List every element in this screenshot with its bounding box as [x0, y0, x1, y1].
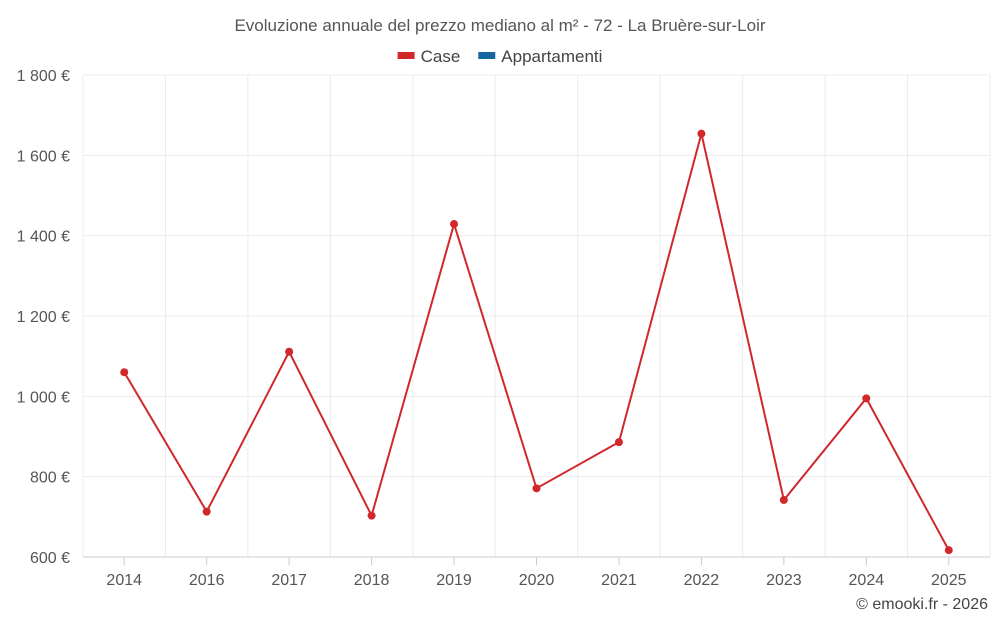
y-tick-label: 1 600 €	[17, 148, 70, 165]
series-group	[120, 129, 953, 555]
legend-label: Case	[421, 47, 461, 66]
data-point	[532, 484, 541, 493]
data-point	[450, 220, 459, 229]
y-tick-label: 1 800 €	[17, 68, 70, 85]
chart-title: Evoluzione annuale del prezzo mediano al…	[234, 16, 765, 35]
legend-label: Appartamenti	[501, 47, 602, 66]
legend-item-0: Case	[397, 47, 461, 66]
y-tick-label: 1 400 €	[17, 229, 70, 246]
y-tick-label: 1 000 €	[17, 389, 70, 406]
y-tick-label: 1 200 €	[17, 309, 70, 326]
data-point	[697, 129, 706, 138]
y-tick-label: 600 €	[30, 550, 70, 567]
x-tick-label: 2017	[271, 572, 307, 589]
data-point	[285, 347, 294, 356]
data-point	[202, 507, 211, 516]
x-tick-label: 2018	[354, 572, 390, 589]
y-tick-label: 800 €	[30, 470, 70, 487]
x-axis: 2014 2016 2017 2018 2019 2020 2021 2022 2023 2024…	[83, 556, 990, 589]
x-tick-label: 2021	[601, 572, 637, 589]
x-tick-label: 2025	[931, 572, 967, 589]
legend-swatch	[397, 52, 415, 59]
credit-label: © emooki.fr - 2026	[856, 596, 988, 613]
legend-item-1: Appartamenti	[478, 47, 602, 66]
legend-swatch	[478, 52, 496, 59]
x-tick-label: 2024	[849, 572, 885, 589]
data-point	[120, 368, 129, 377]
data-point	[862, 394, 871, 403]
legend: Case Appartamenti	[397, 47, 602, 66]
x-tick-label: 2019	[436, 572, 472, 589]
x-tick-label: 2014	[106, 572, 142, 589]
x-tick-label: 2016	[189, 572, 225, 589]
grid	[82, 74, 991, 557]
x-tick-label: 2020	[519, 572, 555, 589]
data-point	[367, 511, 376, 520]
x-tick-label: 2022	[684, 572, 720, 589]
x-tick-label: 2023	[766, 572, 802, 589]
data-point	[944, 546, 953, 555]
data-point	[614, 438, 623, 447]
data-point	[779, 495, 788, 504]
y-axis: 600 € 800 € 1 000 € 1 200 € 1 400 € 1 600 € 1 …	[17, 68, 70, 567]
